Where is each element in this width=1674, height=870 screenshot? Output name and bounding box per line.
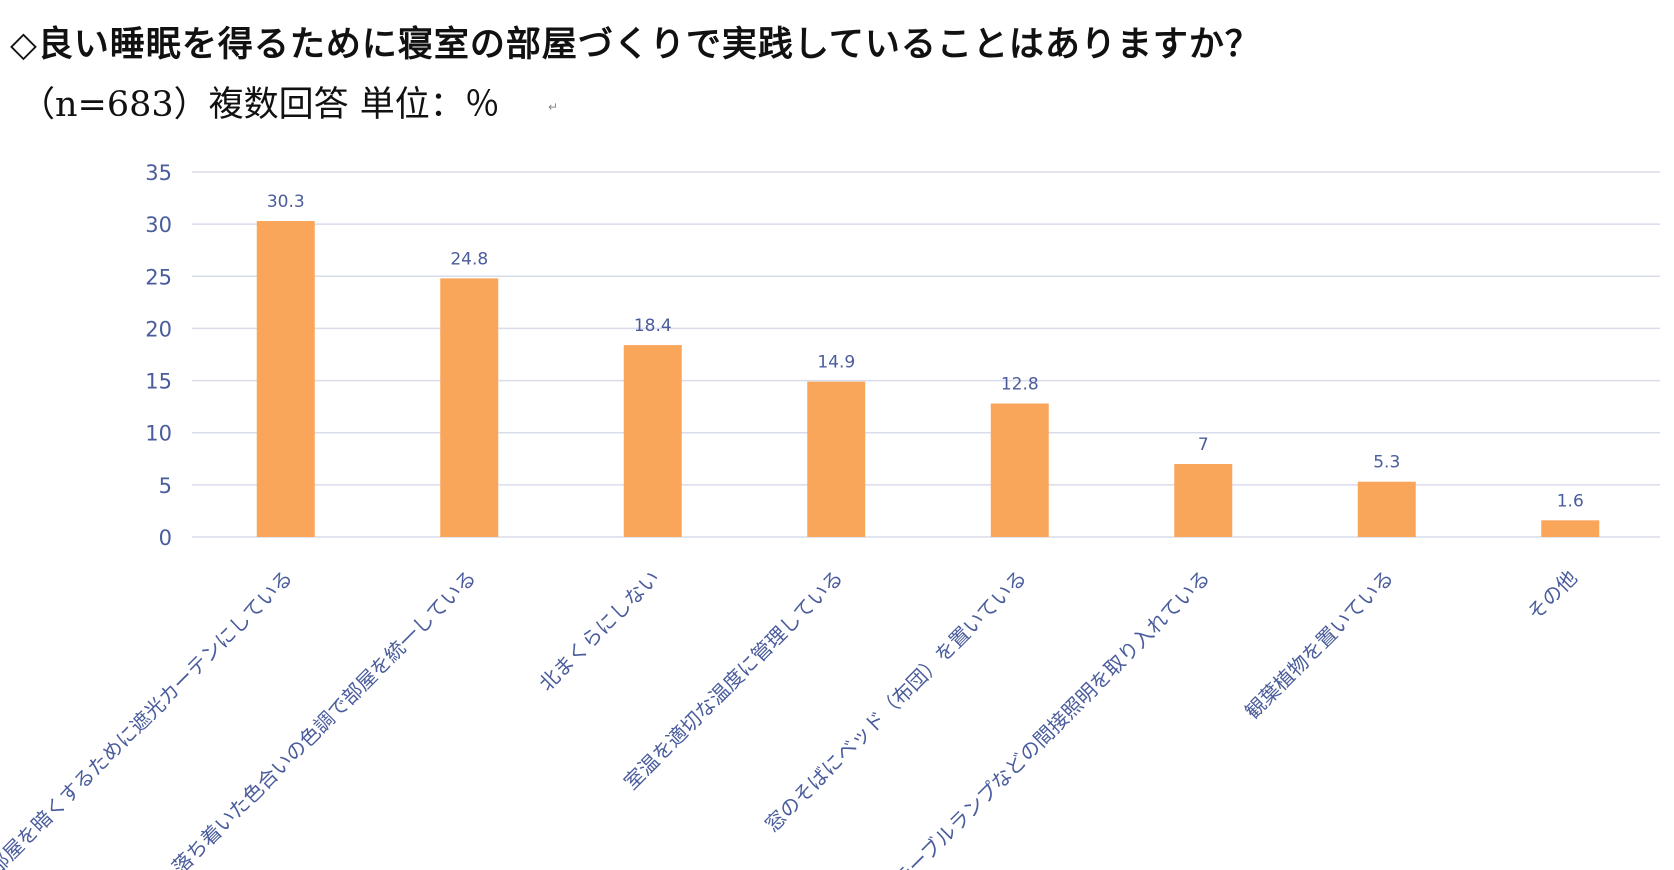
y-tick-label: 25: [145, 265, 172, 289]
data-label: 14.9: [817, 353, 855, 373]
data-label: 1.6: [1557, 491, 1584, 511]
x-axis-labels: 部屋を暗くするために遮光カーテンにしている落ち着いた色合いの色調で部屋を統一して…: [0, 566, 1582, 870]
data-label: 18.4: [634, 316, 672, 336]
bar: [623, 345, 682, 537]
bar: [990, 403, 1049, 537]
y-tick-label: 20: [145, 317, 172, 341]
y-tick-label: 10: [145, 422, 172, 446]
x-tick-label: 観葉植物を置いている: [1240, 566, 1398, 724]
return-mark: ↵: [548, 100, 559, 114]
bar: [1357, 481, 1416, 537]
bar: [440, 278, 499, 537]
data-label: 7: [1198, 435, 1209, 455]
x-tick-label: テーブルランプなどの間接照明を取り入れている: [888, 566, 1214, 870]
x-tick-label: 北まくらにしない: [534, 566, 664, 696]
x-tick-label: 落ち着いた色合いの色調で部屋を統一している: [167, 566, 481, 870]
bar: [1174, 464, 1233, 537]
x-tick-label: その他: [1522, 566, 1581, 625]
page-title: ◇良い睡眠を得るために寝室の部屋づくりで実践していることはありますか？: [10, 24, 1261, 65]
bar: [256, 221, 315, 537]
bar: [1541, 520, 1600, 537]
y-axis-ticks: 0 5 10 15 20 25 30 35: [145, 161, 172, 550]
y-tick-label: 5: [159, 474, 172, 498]
bar: [807, 381, 866, 537]
data-label: 30.3: [267, 192, 305, 212]
y-tick-label: 0: [159, 526, 172, 550]
data-labels: 30.3 24.8 18.4 14.9 12.8 7 5.3 1.6: [267, 192, 1584, 511]
data-label: 24.8: [450, 249, 488, 269]
x-tick-label: 室温を適切な温度に管理している: [619, 566, 848, 795]
y-tick-label: 30: [145, 213, 172, 237]
data-label: 5.3: [1373, 453, 1400, 473]
data-label: 12.8: [1001, 375, 1039, 395]
x-tick-label: 部屋を暗くするために遮光カーテンにしている: [0, 566, 297, 870]
grid-lines: [192, 171, 1660, 538]
bars: [256, 221, 1600, 537]
page-subtitle: （n=683）複数回答 単位：％: [20, 85, 500, 125]
y-tick-label: 35: [145, 161, 172, 185]
y-tick-label: 15: [145, 370, 172, 394]
